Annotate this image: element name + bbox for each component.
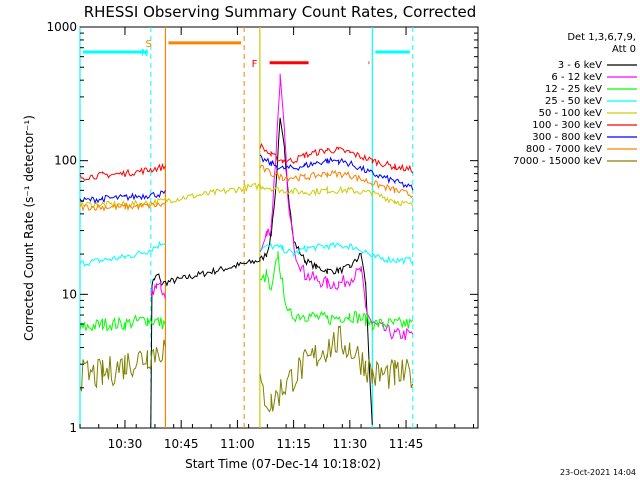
x-tick-label: 11:30 (333, 437, 368, 451)
series-line (150, 73, 414, 341)
legend-label: 25 - 50 keV (545, 96, 602, 107)
series-line (79, 183, 414, 209)
plot-frame (79, 26, 479, 429)
legend-label: 300 - 800 keV (532, 132, 602, 143)
legend-label: 7000 - 15000 keV (513, 156, 602, 167)
x-tick-label: 10:30 (108, 437, 143, 451)
x-tick-label: 11:45 (389, 437, 424, 451)
legend-label: 12 - 25 keV (545, 84, 602, 95)
series-line (79, 325, 414, 413)
series-line (79, 142, 414, 181)
legend-label: 800 - 7000 keV (526, 144, 602, 155)
x-axis-label: Start Time (07-Dec-14 10:18:02) (185, 457, 381, 471)
legend-header: Att 0 (612, 44, 636, 55)
axis-ticks: 10:30 10:45 11:00 11:15 11:30 11:45 1 10 100 1000 (46, 20, 478, 451)
x-tick-label: 11:15 (276, 437, 311, 451)
legend-label: 6 - 12 keV (551, 72, 602, 83)
annotation-label: N (141, 48, 148, 59)
annotation-label: S (145, 39, 151, 50)
legend-header: Det 1,3,6,7,9, (567, 32, 636, 43)
series-line (150, 117, 373, 429)
y-tick-label: 1000 (46, 20, 77, 34)
legend-label: 100 - 300 keV (532, 120, 602, 131)
series-line (79, 164, 414, 212)
series-line (79, 240, 414, 267)
y-tick-label: 10 (62, 287, 77, 301)
y-tick-label: 1 (69, 421, 77, 435)
x-tick-label: 11:00 (220, 437, 255, 451)
x-tick-label: 10:45 (164, 437, 199, 451)
y-axis-label: Corrected Count Rate (s⁻¹ detector⁻¹) (22, 115, 36, 341)
plot-area: NS F (79, 26, 479, 429)
legend-label: 3 - 6 keV (558, 60, 602, 71)
footer-timestamp: 23-Oct-2021 14:04 (560, 468, 636, 477)
legend-label: 50 - 100 keV (539, 108, 603, 119)
series-line (79, 154, 414, 205)
y-tick-label: 100 (54, 154, 77, 168)
annotation-label: F (252, 59, 258, 70)
chart-title: RHESSI Observing Summary Count Rates, Co… (84, 3, 477, 21)
series-line (79, 251, 414, 332)
